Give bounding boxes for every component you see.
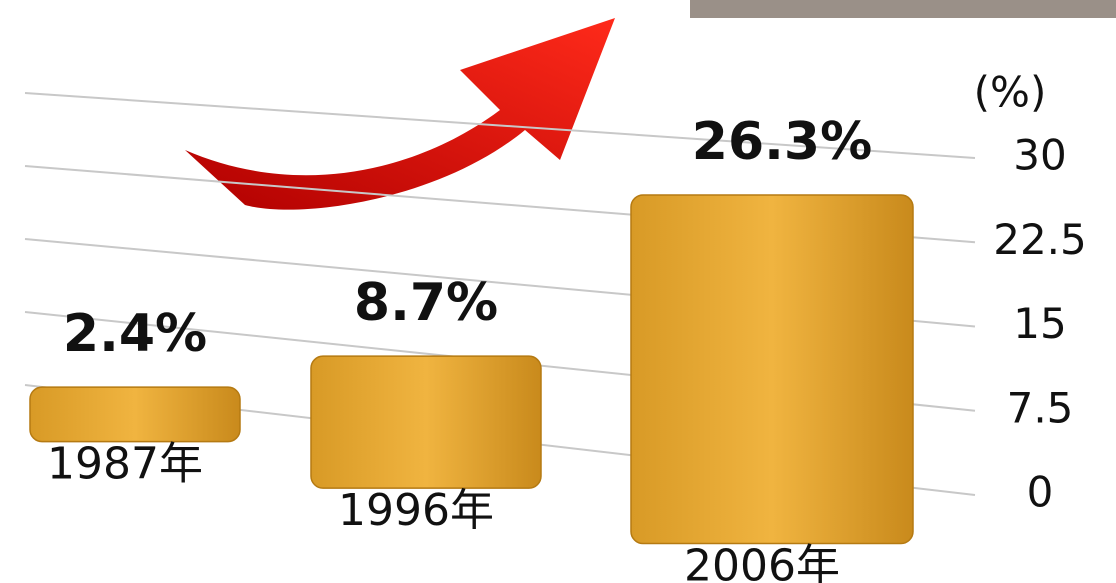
photo-fragment [690,0,1116,18]
value-label: 26.3% [692,112,872,172]
y-tick-label: 22.5 [993,215,1087,264]
x-tick-label: 1987年 [47,439,203,490]
x-tick-label: 1996年 [338,485,494,536]
trend-arrow [185,18,615,210]
y-axis-label: (%) [974,68,1047,117]
bar [631,195,913,543]
y-tick-label: 15 [1013,299,1066,348]
value-label: 2.4% [63,304,207,364]
x-tick-label: 2006年 [684,541,840,583]
bar [311,356,541,488]
value-label: 8.7% [354,273,498,333]
y-tick-label: 30 [1013,131,1066,180]
y-tick-label: 7.5 [1007,383,1074,432]
bar [30,387,240,442]
y-tick-label: 0 [1027,468,1054,517]
chart: (%) 0 7.5 15 22.5 30 2.4% 1987年 8.7% 1996年 26.3%… [0,0,1116,583]
